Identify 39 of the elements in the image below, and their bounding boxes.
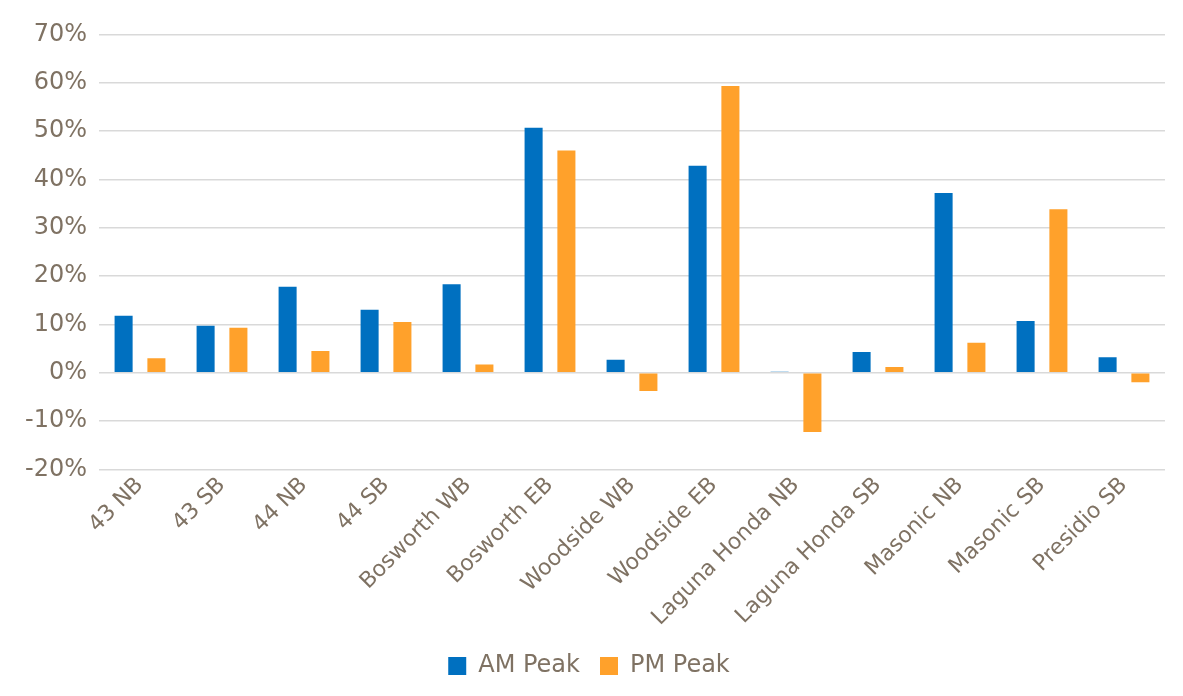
y-tick-label: 10%	[33, 308, 87, 337]
bar	[524, 127, 543, 372]
bar	[278, 286, 297, 372]
bar	[147, 358, 166, 372]
bar	[1049, 209, 1068, 372]
bar	[442, 284, 461, 372]
legend-label: PM Peak	[629, 650, 730, 679]
bar	[1016, 320, 1035, 372]
bar	[1131, 373, 1150, 383]
bar	[196, 325, 215, 372]
bar	[557, 150, 576, 372]
y-tick-label: -20%	[24, 453, 87, 482]
bar	[311, 350, 330, 372]
bar	[360, 309, 379, 372]
bar	[606, 359, 625, 372]
y-tick-label: 20%	[33, 260, 87, 289]
bar	[475, 364, 494, 372]
y-tick-label: 0%	[48, 356, 87, 385]
bar	[934, 192, 953, 372]
x-tick-label: 44 NB	[246, 471, 312, 537]
bar	[852, 351, 871, 372]
y-tick-label: -10%	[24, 405, 87, 434]
bar	[639, 373, 658, 392]
y-tick-label: 40%	[33, 163, 87, 192]
y-tick-label: 60%	[33, 66, 87, 95]
bar	[803, 373, 822, 433]
bar	[393, 321, 412, 372]
bar	[114, 315, 133, 372]
bar	[688, 165, 707, 372]
bar	[885, 366, 904, 372]
bar	[967, 342, 986, 372]
y-tick-label: 30%	[33, 211, 87, 240]
x-tick-label: 43 SB	[166, 471, 230, 535]
bar	[229, 327, 248, 372]
y-tick-label: 70%	[33, 18, 87, 47]
y-tick-label: 50%	[33, 115, 87, 144]
bar	[721, 86, 740, 372]
bar	[1098, 357, 1117, 372]
legend-label: AM Peak	[478, 650, 581, 679]
